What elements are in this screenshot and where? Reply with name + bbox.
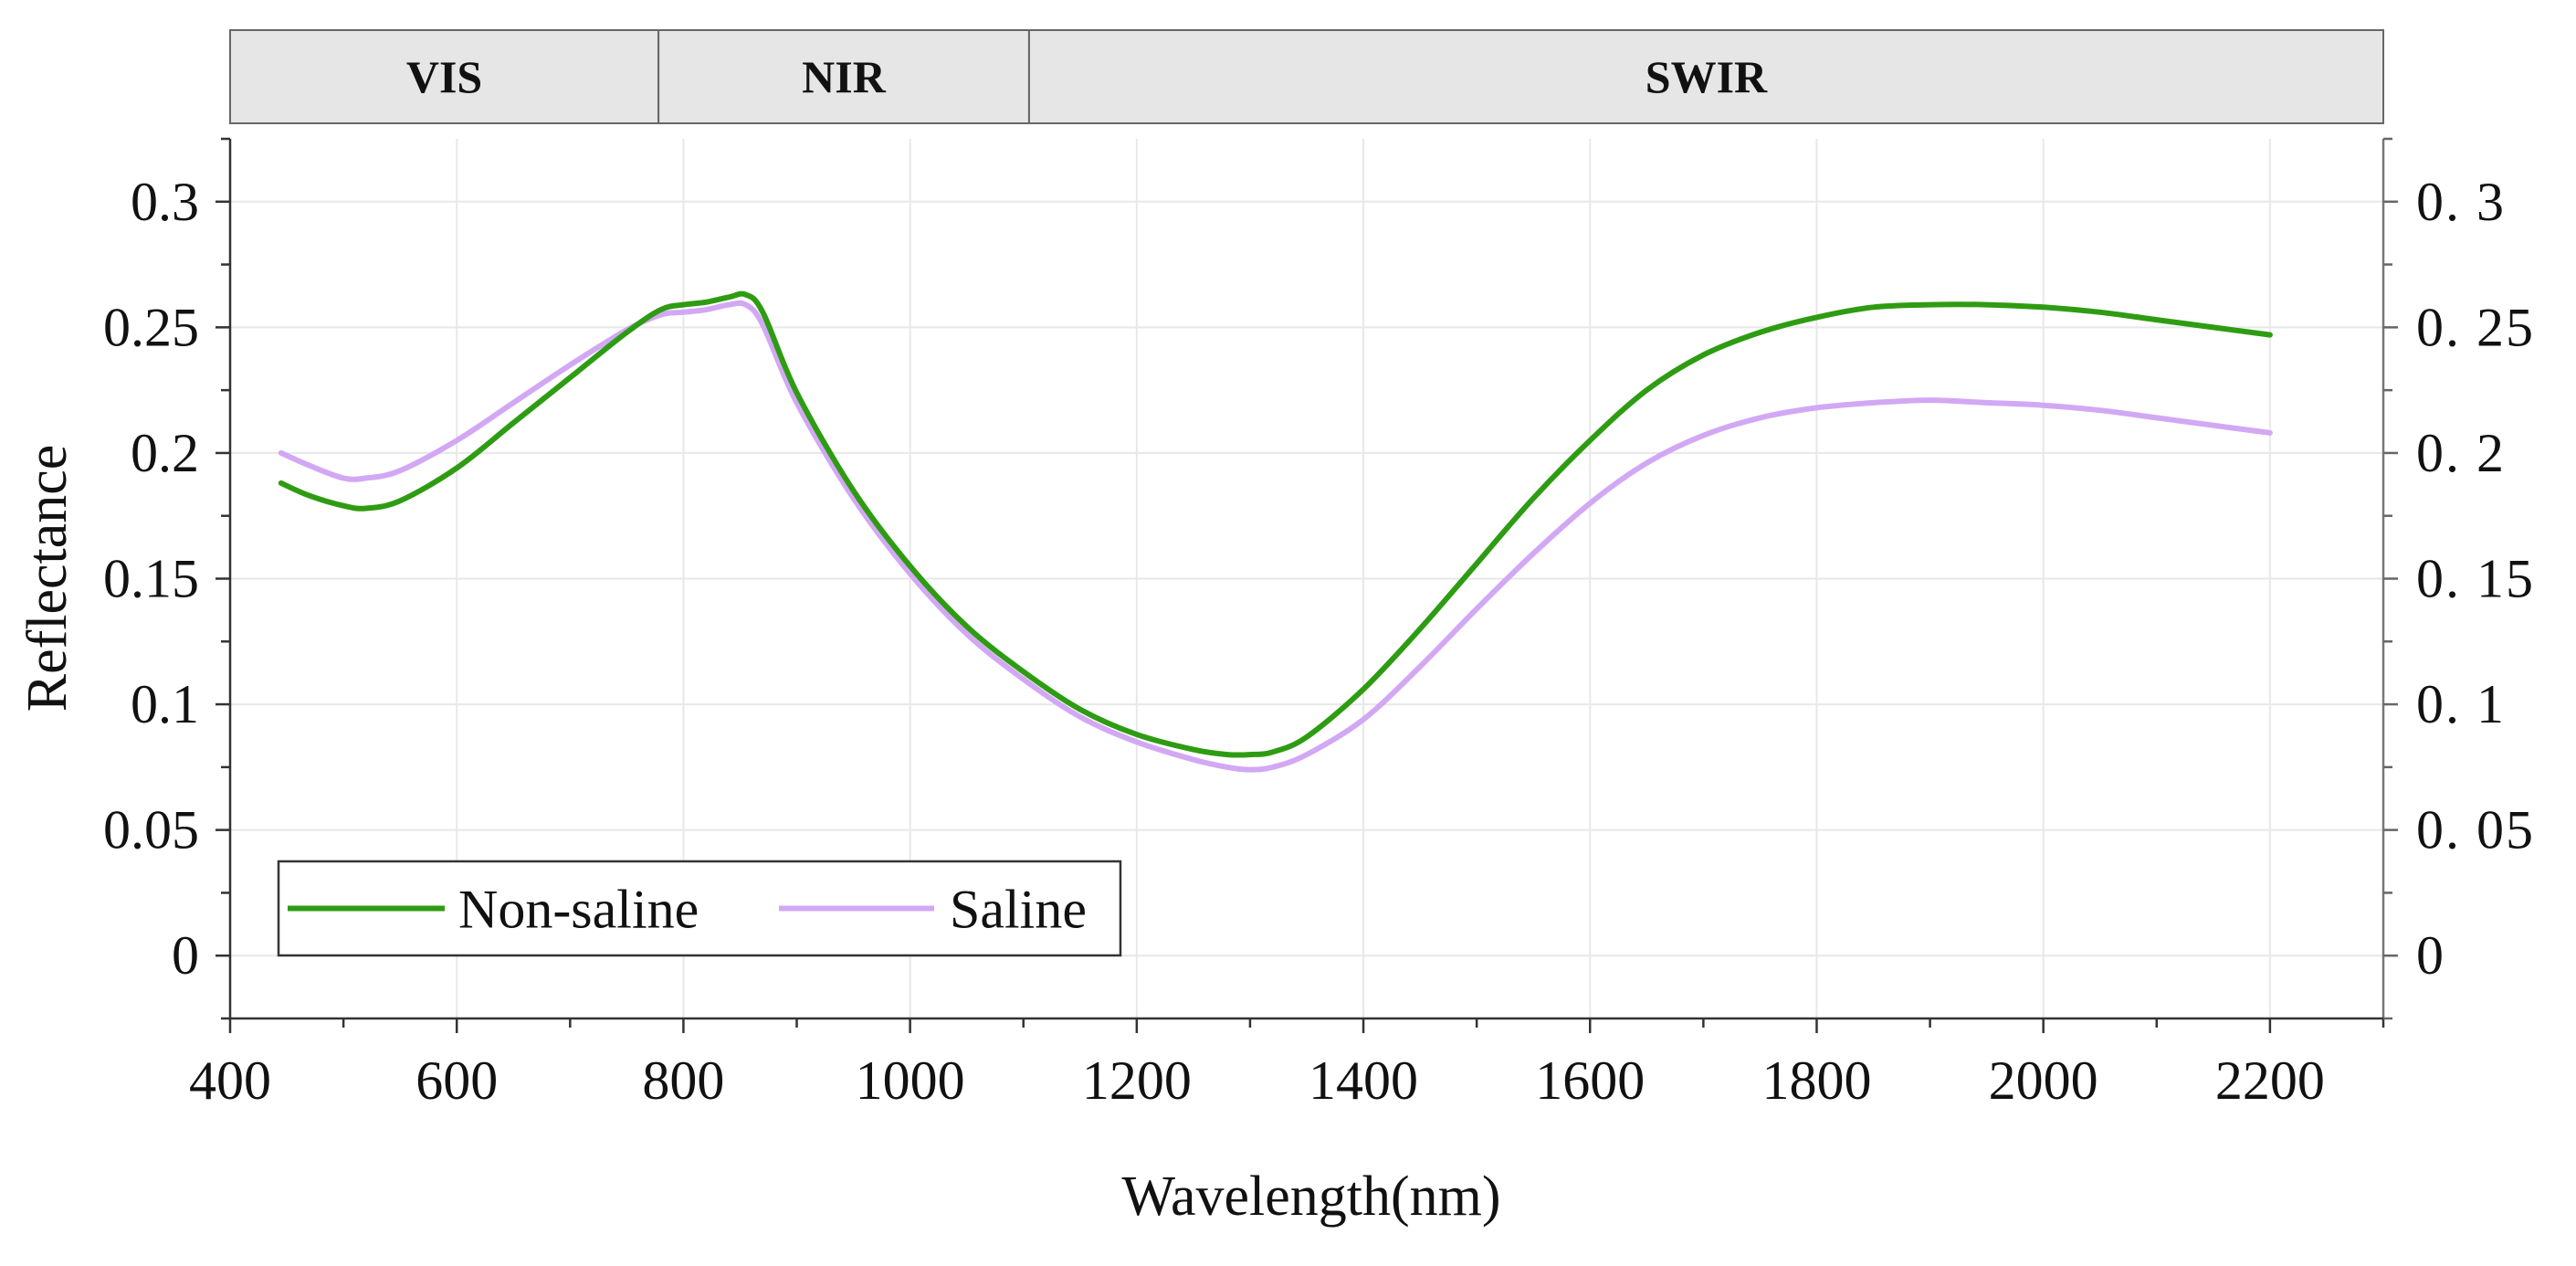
legend-label-non-saline: Non-saline (458, 880, 699, 940)
band-swir-label: SWIR (1645, 51, 1768, 102)
y-right-tick-label: 0. 05 (2416, 800, 2535, 860)
series-lines (278, 290, 2273, 773)
y-left-tick-label: 0 (172, 925, 199, 986)
x-tick-label: 800 (642, 1050, 724, 1111)
legend-label-saline: Saline (950, 880, 1087, 940)
y-right-tick-label: 0 (2416, 925, 2445, 986)
x-tick-label: 1000 (856, 1050, 965, 1111)
y-right-tick-label: 0. 1 (2416, 674, 2506, 734)
x-tick-label: 1200 (1082, 1050, 1192, 1111)
y-right-tick-label: 0. 2 (2416, 423, 2506, 483)
series-saline-line (278, 300, 2273, 773)
x-tick-label: 2200 (2215, 1050, 2325, 1111)
band-swir-box (1027, 29, 2384, 124)
legend: Non-saline Saline (277, 860, 1122, 957)
x-tick-label: 1800 (1761, 1050, 1871, 1111)
x-tick-label: 1400 (1309, 1050, 1418, 1111)
y-right-tick-label: 0. 15 (2416, 549, 2535, 609)
y-left-tick-label: 0.1 (131, 674, 199, 734)
y-right-tick-label: 0. 25 (2416, 297, 2535, 357)
x-tick-label: 1600 (1535, 1050, 1645, 1111)
series-non-saline-line (278, 290, 2273, 758)
y-left-tick-label: 0.25 (103, 297, 199, 357)
band-nir-box (657, 29, 1030, 124)
spectral-band-header: VIS NIR SWIR (229, 29, 2384, 124)
x-tick-label: 2000 (1989, 1050, 2098, 1111)
y-left-tick-label: 0.05 (103, 800, 199, 860)
y-left-tick-label: 0.15 (103, 549, 199, 609)
x-axis-title: Wavelength(nm) (1121, 1166, 1500, 1228)
band-vis-label: VIS (406, 51, 482, 102)
x-tick-label: 400 (189, 1050, 271, 1111)
axes: 400 600 800 1000 1200 1400 1600 1800 2000 2200 0 0 0… (103, 137, 2535, 1111)
y-right-tick-label: 0. 3 (2416, 172, 2506, 232)
y-left-tick-label: 0.2 (131, 423, 199, 483)
band-vis-box (229, 29, 660, 124)
y-left-tick-label: 0.3 (131, 172, 199, 232)
y-axis-title: Reflectance (16, 445, 79, 712)
band-nir-label: NIR (802, 51, 887, 102)
x-tick-label: 600 (415, 1050, 498, 1111)
